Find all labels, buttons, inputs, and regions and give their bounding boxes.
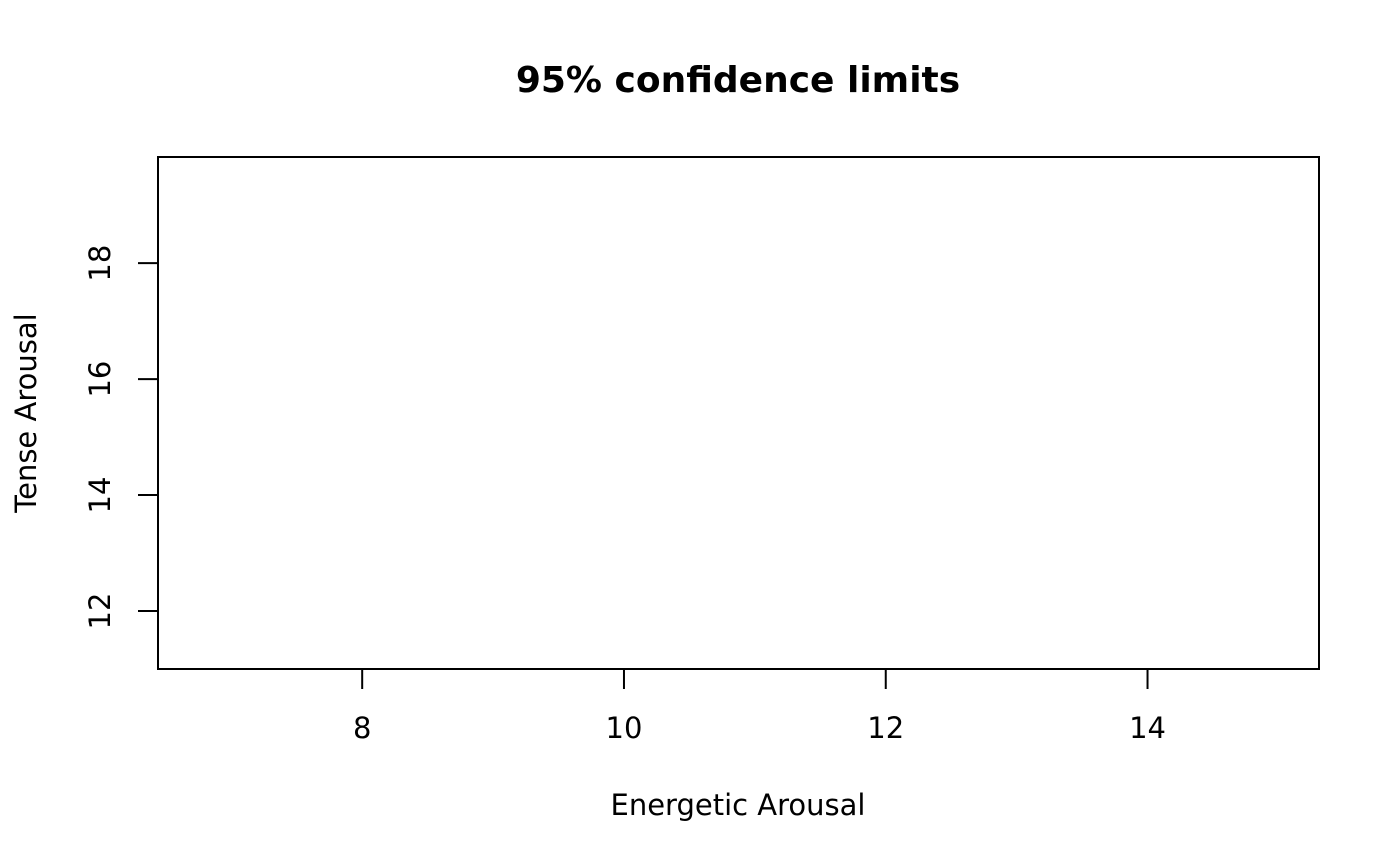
x-tick-label: 10 bbox=[606, 711, 643, 745]
x-tick-label: 14 bbox=[1129, 711, 1166, 745]
x-tick-label: 12 bbox=[867, 711, 904, 745]
x-axis-label: Energetic Arousal bbox=[611, 788, 866, 822]
y-tick-label: 16 bbox=[83, 361, 117, 398]
y-axis-label: Tense Arousal bbox=[9, 313, 43, 513]
y-tick-label: 14 bbox=[83, 477, 117, 514]
x-tick-label: 8 bbox=[353, 711, 371, 745]
chart-title: 95% confidence limits bbox=[516, 60, 960, 101]
y-tick-label: 18 bbox=[83, 245, 117, 282]
y-tick-label: 12 bbox=[83, 593, 117, 630]
plot-frame bbox=[157, 156, 1320, 670]
